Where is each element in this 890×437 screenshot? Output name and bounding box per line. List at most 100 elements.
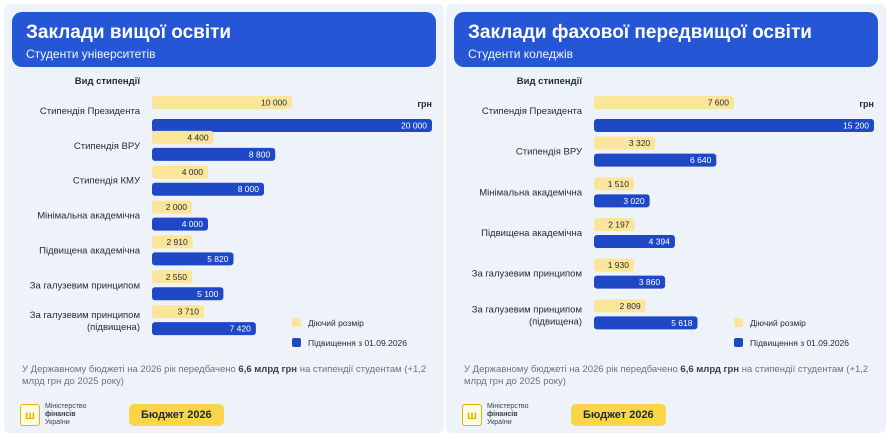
footer: ш Міністерство фінансів України Бюджет 2… [462, 402, 666, 428]
category-label: Мінімальна академічна [37, 211, 140, 222]
bar-value-label: 2 197 [608, 220, 630, 230]
bar-value-label: 4 400 [187, 132, 209, 142]
ministry-line: Міністерство [487, 403, 529, 410]
category-label: За галузевим принципом [472, 304, 582, 315]
footnote-text: У Державному бюджеті на 2026 рік передба… [464, 364, 681, 375]
legend-swatch [292, 338, 301, 347]
category-label: Стипендія КМУ [73, 176, 141, 187]
bar-current [152, 200, 192, 214]
bar-value-label: 2 910 [166, 237, 188, 247]
bar-increased [594, 194, 650, 208]
ministry-logo-text: Міністерство фінансів України [45, 403, 105, 427]
bar-value-label: 20 000 [401, 121, 427, 131]
unit-label: грн [859, 99, 874, 109]
bar-value-label: 5 100 [197, 289, 219, 299]
legend-swatch [292, 318, 301, 327]
ministry-line: фінансів [487, 411, 518, 418]
category-label: Підвищена академічна [481, 228, 583, 239]
bar-increased [594, 153, 717, 167]
footnote-text-end: на стипендії студентам (+1,2 млрд грн до… [22, 364, 427, 387]
panel-title: Заклади вищої освіти [26, 22, 232, 43]
category-header: Вид стипендії [75, 76, 141, 87]
panel-subtitle: Студенти коледжів [468, 47, 574, 61]
bar-increased [594, 316, 698, 330]
trident-icon: ш [462, 404, 482, 426]
bar-value-label: 2 809 [619, 301, 641, 311]
budget-footnote: У Державному бюджеті на 2026 рік передба… [22, 364, 437, 388]
trident-icon: ш [20, 404, 40, 426]
bar-value-label: 3 320 [629, 138, 651, 148]
legend-label: Підвищення з 01.09.2026 [308, 338, 407, 348]
legend-label: Підвищення з 01.09.2026 [750, 338, 849, 348]
ministry-line: фінансів [45, 411, 76, 418]
bar-current [152, 165, 208, 179]
category-label: За галузевим принципом [30, 280, 140, 291]
bar-value-label: 15 200 [843, 121, 869, 131]
footnote-amount: 6,6 млрд грн [238, 364, 298, 375]
category-label-cont: (підвищена) [529, 316, 582, 327]
panel-title: Заклади фахової передвищої освіти [468, 22, 812, 43]
bar-increased [152, 119, 432, 132]
bar-increased [152, 322, 256, 336]
bar-value-label: 10 000 [261, 98, 287, 108]
category-label-cont: (підвищена) [87, 322, 140, 333]
bar-increased [152, 287, 224, 301]
scholarship-chart: Вид стипендії грн Стипендія Президента 7 60… [472, 76, 874, 348]
bar-increased [594, 275, 666, 289]
bar-increased [594, 119, 874, 132]
ministry-logo-text: Міністерство фінансів України [487, 403, 547, 427]
budget-badge: Бюджет 2026 [571, 404, 666, 426]
budget-footnote: У Державному бюджеті на 2026 рік передба… [464, 364, 879, 388]
scholarship-chart: Вид стипендії грн Стипендія Президента 10 0… [30, 76, 432, 348]
ministry-line: України [487, 419, 512, 426]
bar-value-label: 8 000 [238, 184, 260, 194]
unit-label: грн [417, 99, 432, 109]
footnote-amount: 6,6 млрд грн [680, 364, 740, 375]
footer: ш Міністерство фінансів України Бюджет 2… [20, 402, 224, 428]
category-label: Стипендія ВРУ [516, 147, 583, 158]
panel-college-education: Заклади фахової передвищої освіти Студен… [446, 4, 886, 433]
bar-current [594, 258, 634, 272]
legend-swatch [734, 318, 743, 327]
footnote-text-end: на стипендії студентам (+1,2 млрд грн до… [464, 364, 869, 387]
bar-value-label: 7 600 [708, 98, 730, 108]
panel-higher-education: Заклади вищої освіти Студенти університе… [4, 4, 444, 433]
bar-value-label: 4 000 [182, 167, 204, 177]
bar-increased [594, 235, 675, 248]
ministry-line: України [45, 419, 70, 426]
panel-header: Заклади вищої освіти Студенти університе… [12, 12, 436, 67]
bar-current [152, 130, 214, 144]
bar-current [594, 218, 635, 231]
category-label: Стипендія Президента [40, 106, 141, 117]
category-label: Підвищена академічна [39, 245, 141, 256]
category-label: Стипендія Президента [482, 106, 583, 117]
bar-value-label: 6 640 [690, 155, 712, 165]
bar-value-label: 1 930 [608, 260, 630, 270]
bar-current [152, 235, 193, 249]
bar-increased [152, 182, 264, 196]
category-label: Стипендія ВРУ [74, 141, 141, 152]
legend-swatch [734, 338, 743, 347]
category-header: Вид стипендії [517, 76, 583, 87]
bar-value-label: 2 000 [166, 202, 188, 212]
bar-value-label: 4 394 [649, 237, 671, 247]
bar-value-label: 3 860 [639, 277, 661, 287]
panel-subtitle: Студенти університетів [26, 47, 156, 61]
bar-value-label: 4 000 [182, 219, 204, 229]
bar-current [594, 136, 656, 150]
ministry-line: Міністерство [45, 403, 87, 410]
bar-value-label: 5 820 [207, 254, 229, 264]
bar-current [152, 305, 204, 319]
bar-value-label: 7 420 [230, 324, 252, 334]
bar-increased [152, 217, 208, 231]
category-label: За галузевим принципом [472, 269, 582, 280]
legend-label: Діючий розмір [308, 318, 364, 328]
bar-current [152, 270, 192, 284]
bar-value-label: 2 550 [166, 272, 188, 282]
panel-header: Заклади фахової передвищої освіти Студен… [454, 12, 878, 67]
bar-increased [152, 147, 276, 161]
bar-value-label: 1 510 [608, 179, 630, 189]
bar-current [594, 177, 634, 191]
bar-value-label: 5 618 [671, 318, 693, 328]
bar-value-label: 8 800 [249, 149, 271, 159]
